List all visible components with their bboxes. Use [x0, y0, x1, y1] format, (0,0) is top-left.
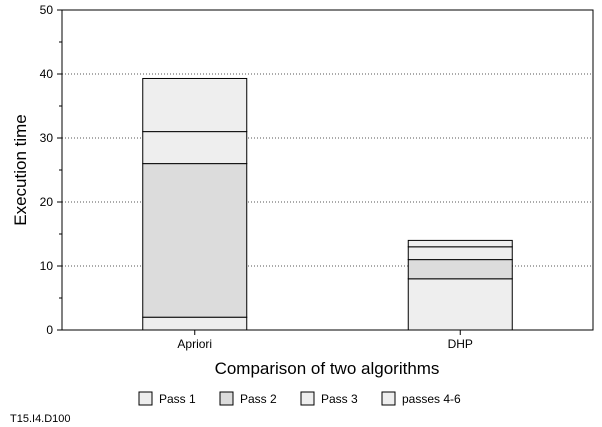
bar-segment — [407, 278, 513, 331]
footnote: T15.I4.D100 — [10, 413, 71, 425]
y-tick-label: 0 — [46, 323, 53, 337]
legend-swatch — [300, 391, 315, 406]
x-axis-ticks: Apriori DHP — [177, 330, 473, 351]
legend-label: passes 4-6 — [402, 392, 461, 406]
y-axis-ticks: 0 10 20 30 40 50 — [40, 3, 62, 337]
y-tick-label: 20 — [40, 195, 54, 209]
y-tick-label: 40 — [40, 67, 54, 81]
bar-segment — [407, 259, 513, 280]
bar-segment — [142, 77, 248, 133]
legend: Pass 1 Pass 2 Pass 3 passes 4-6 — [138, 391, 461, 406]
y-tick-label: 50 — [40, 3, 54, 17]
gridlines — [62, 73, 593, 267]
legend-swatch — [138, 391, 153, 406]
bar-segment — [142, 131, 248, 165]
legend-label: Pass 1 — [159, 392, 196, 406]
x-tick-label: DHP — [448, 337, 473, 351]
bars — [142, 77, 513, 331]
bar-segment — [407, 246, 513, 261]
legend-swatch — [381, 391, 396, 406]
bar-segment — [142, 316, 248, 331]
x-tick-label: Apriori — [177, 337, 212, 351]
y-tick-label: 30 — [40, 131, 54, 145]
legend-swatch — [219, 391, 234, 406]
bar-segment — [142, 163, 248, 318]
y-tick-label: 10 — [40, 259, 54, 273]
legend-label: Pass 2 — [240, 392, 277, 406]
plot-area — [61, 9, 594, 331]
x-axis-title: Comparison of two algorithms — [215, 359, 440, 378]
bar-segment — [407, 239, 513, 248]
y-axis-title: Execution time — [11, 114, 30, 226]
legend-label: Pass 3 — [321, 392, 358, 406]
